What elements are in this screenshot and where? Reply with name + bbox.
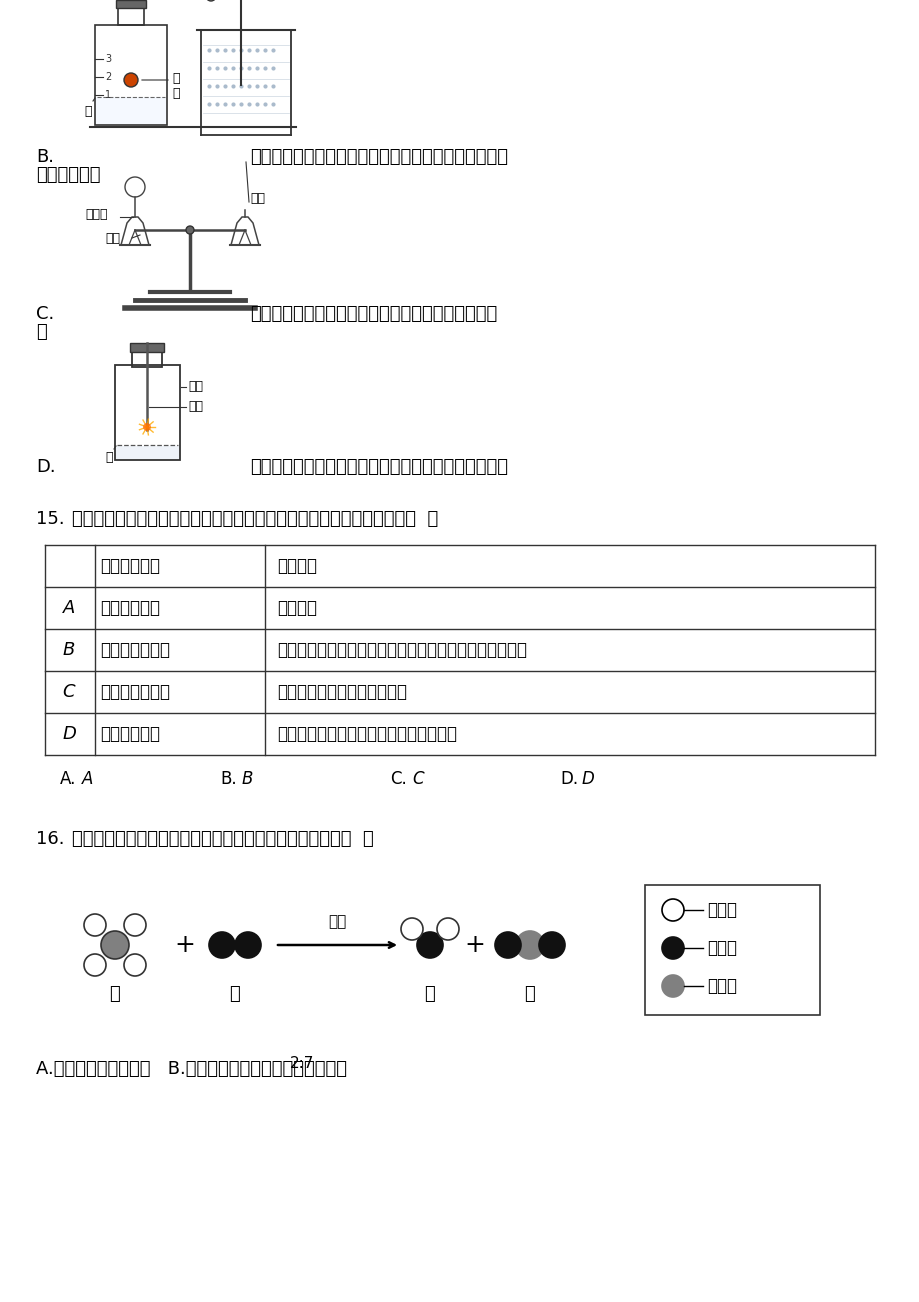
Text: 一氧化碳和甲烷: 一氧化碳和甲烷 bbox=[100, 641, 170, 659]
Circle shape bbox=[124, 914, 146, 936]
Bar bbox=[95, 25, 167, 125]
Text: 测定空气中氧气含量：集气瓶内的水起冷却、吸收五氧: 测定空气中氧气含量：集气瓶内的水起冷却、吸收五氧 bbox=[250, 148, 507, 165]
Bar bbox=[115, 365, 180, 460]
Text: 红磷: 红磷 bbox=[105, 232, 119, 245]
Text: A: A bbox=[82, 769, 93, 788]
Circle shape bbox=[209, 932, 234, 958]
Text: 铁丝: 铁丝 bbox=[187, 401, 203, 414]
Text: +: + bbox=[464, 934, 485, 957]
Circle shape bbox=[234, 932, 261, 958]
Bar bbox=[131, 350, 162, 367]
Text: 玻璃管: 玻璃管 bbox=[85, 208, 108, 221]
Text: A: A bbox=[62, 599, 75, 617]
Text: 红
磷: 红 磷 bbox=[172, 72, 179, 100]
Text: 氧原子: 氧原子 bbox=[706, 939, 736, 957]
Text: 下表列举了待鉴别的物质和对应的鉴别方法，其中鉴别方法不正确的是（  ）: 下表列举了待鉴别的物质和对应的鉴别方法，其中鉴别方法不正确的是（ ） bbox=[72, 510, 437, 529]
Text: 碳原子: 碳原子 bbox=[706, 976, 736, 995]
Circle shape bbox=[494, 932, 520, 958]
Circle shape bbox=[437, 918, 459, 940]
Circle shape bbox=[124, 954, 146, 976]
Text: D.: D. bbox=[560, 769, 577, 788]
Text: 硬水和蒸馏水: 硬水和蒸馏水 bbox=[100, 725, 160, 743]
Circle shape bbox=[124, 73, 138, 87]
Text: 15.: 15. bbox=[36, 510, 64, 529]
Text: 相互刻画: 相互刻画 bbox=[277, 599, 317, 617]
Text: B: B bbox=[62, 641, 75, 659]
Text: 水: 水 bbox=[106, 450, 113, 464]
Text: D: D bbox=[62, 725, 76, 743]
Text: 鉴别方法: 鉴别方法 bbox=[277, 557, 317, 575]
Bar bbox=[116, 0, 146, 8]
Text: C.: C. bbox=[36, 305, 54, 323]
Circle shape bbox=[662, 898, 683, 921]
Text: 水: 水 bbox=[85, 105, 92, 118]
Bar bbox=[644, 885, 819, 1016]
Text: 氧气: 氧气 bbox=[187, 380, 203, 393]
Text: 3: 3 bbox=[105, 53, 111, 64]
Circle shape bbox=[401, 918, 423, 940]
Circle shape bbox=[142, 423, 151, 431]
Bar bbox=[130, 342, 164, 352]
Circle shape bbox=[84, 954, 106, 976]
Text: 点燃: 点燃 bbox=[327, 914, 346, 930]
Text: B.: B. bbox=[36, 148, 54, 165]
Text: 加水溶解，用手触摸容器外壁: 加水溶解，用手触摸容器外壁 bbox=[277, 684, 406, 700]
Bar bbox=[96, 98, 165, 124]
Circle shape bbox=[84, 914, 106, 936]
Text: C.: C. bbox=[390, 769, 406, 788]
Text: 丙: 丙 bbox=[425, 986, 435, 1003]
Text: C: C bbox=[412, 769, 423, 788]
Text: 乙: 乙 bbox=[230, 986, 240, 1003]
Text: 丁: 丁 bbox=[524, 986, 535, 1003]
Text: 黄铜片和铜片: 黄铜片和铜片 bbox=[100, 599, 160, 617]
Circle shape bbox=[516, 931, 543, 960]
Circle shape bbox=[186, 227, 194, 234]
Circle shape bbox=[662, 975, 683, 997]
Circle shape bbox=[101, 931, 129, 960]
Text: 点燃气体，在火焰上方分别罩内壁蘸有澄清石灰水的烧杯: 点燃气体，在火焰上方分别罩内壁蘸有澄清石灰水的烧杯 bbox=[277, 641, 527, 659]
Text: 硝酸铵和氯化钠: 硝酸铵和氯化钠 bbox=[100, 684, 170, 700]
Text: 16.: 16. bbox=[36, 829, 64, 848]
Text: D: D bbox=[582, 769, 594, 788]
Text: 氢原子: 氢原子 bbox=[706, 901, 736, 919]
Text: 甲: 甲 bbox=[109, 986, 120, 1003]
Text: +: + bbox=[175, 934, 195, 957]
Text: 替: 替 bbox=[36, 323, 47, 341]
Bar bbox=[118, 7, 144, 25]
Text: 待鉴别的物质: 待鉴别的物质 bbox=[100, 557, 160, 575]
Text: 化二磷的作用: 化二磷的作用 bbox=[36, 165, 100, 184]
Text: A.该反应属于置换反应   B.参加反应的甲和乙的分子个数比为: A.该反应属于置换反应 B.参加反应的甲和乙的分子个数比为 bbox=[36, 1060, 346, 1078]
Text: 2: 2 bbox=[105, 72, 111, 82]
Circle shape bbox=[539, 932, 564, 958]
Text: 1: 1 bbox=[105, 90, 111, 100]
Text: C: C bbox=[62, 684, 75, 700]
Text: B: B bbox=[242, 769, 253, 788]
Text: 验证质量守恒定律：锥形瓶底部的细沙可用少量水代: 验证质量守恒定律：锥形瓶底部的细沙可用少量水代 bbox=[250, 305, 496, 323]
Text: 铁丝在氧气中燃烧：集气瓶内的水可用一薄层细沙代替: 铁丝在氧气中燃烧：集气瓶内的水可用一薄层细沙代替 bbox=[250, 458, 507, 477]
Text: B.: B. bbox=[220, 769, 236, 788]
Bar bbox=[116, 447, 179, 460]
Text: 滴加肥皂水，搅拌，观察产生泡沫的情况: 滴加肥皂水，搅拌，观察产生泡沫的情况 bbox=[277, 725, 457, 743]
Text: 气球: 气球 bbox=[250, 191, 265, 204]
Circle shape bbox=[662, 937, 683, 960]
Text: 2:7: 2:7 bbox=[289, 1056, 314, 1072]
Circle shape bbox=[416, 932, 443, 958]
Text: D.: D. bbox=[36, 458, 55, 477]
Text: A.: A. bbox=[60, 769, 76, 788]
Text: 如图所示是某化学反应的微观示意图，下列说法正确的是（  ）: 如图所示是某化学反应的微观示意图，下列说法正确的是（ ） bbox=[72, 829, 373, 848]
